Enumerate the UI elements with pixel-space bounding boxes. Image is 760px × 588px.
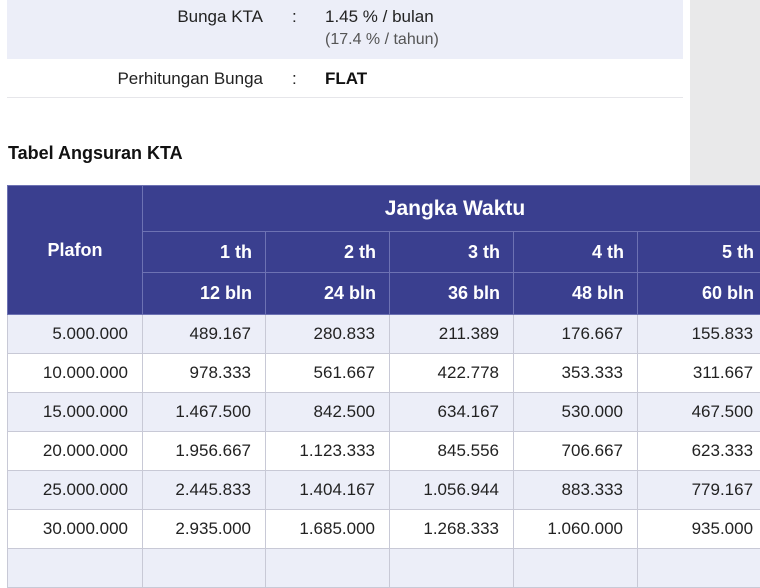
month-header: 48 bln	[514, 273, 638, 315]
installment-cell: 935.000	[638, 510, 760, 549]
loan-info: Bunga KTA : 1.45 % / bulan (17.4 % / tah…	[7, 0, 683, 98]
installment-cell: 176.667	[514, 315, 638, 354]
installment-cell: 211.389	[390, 315, 514, 354]
plafon-cell: 5.000.000	[8, 315, 143, 354]
plafon-cell: 15.000.000	[8, 393, 143, 432]
table-row: 10.000.000 978.333 561.667 422.778 353.3…	[8, 354, 760, 393]
installment-cell: 845.556	[390, 432, 514, 471]
interest-rate-monthly: 1.45 % / bulan	[325, 7, 434, 26]
installment-cell: 842.500	[266, 393, 390, 432]
table-row: 25.000.000 2.445.833 1.404.167 1.056.944…	[8, 471, 760, 510]
year-header: 1 th	[143, 232, 266, 273]
installment-cell: 561.667	[266, 354, 390, 393]
installment-cell: 422.778	[390, 354, 514, 393]
installment-cell: 1.956.667	[143, 432, 266, 471]
installment-cell: 280.833	[266, 315, 390, 354]
section-title: Tabel Angsuran KTA	[8, 143, 183, 164]
installment-cell: 155.833	[638, 315, 760, 354]
installment-table: Plafon Jangka Waktu 1 th 2 th 3 th 4 th …	[7, 185, 760, 588]
installment-cell: 623.333	[638, 432, 760, 471]
separator-colon: :	[292, 69, 297, 89]
table-row	[8, 549, 760, 588]
installment-cell: 978.333	[143, 354, 266, 393]
interest-method-value: FLAT	[325, 69, 367, 89]
installment-cell: 1.685.000	[266, 510, 390, 549]
installment-cell: 530.000	[514, 393, 638, 432]
installment-cell: 311.667	[638, 354, 760, 393]
installment-cell	[266, 549, 390, 588]
plafon-cell: 20.000.000	[8, 432, 143, 471]
installment-cell	[143, 549, 266, 588]
installment-cell: 353.333	[514, 354, 638, 393]
month-header: 12 bln	[143, 273, 266, 315]
installment-cell: 467.500	[638, 393, 760, 432]
installment-cell: 883.333	[514, 471, 638, 510]
installment-cell: 706.667	[514, 432, 638, 471]
installment-cell: 779.167	[638, 471, 760, 510]
interest-rate-yearly: (17.4 % / tahun)	[325, 31, 439, 49]
plafon-cell: 10.000.000	[8, 354, 143, 393]
year-header: 3 th	[390, 232, 514, 273]
installment-cell: 1.056.944	[390, 471, 514, 510]
installment-cell	[514, 549, 638, 588]
year-header: 4 th	[514, 232, 638, 273]
jangka-waktu-header: Jangka Waktu	[143, 186, 760, 232]
installment-cell: 634.167	[390, 393, 514, 432]
year-header: 2 th	[266, 232, 390, 273]
month-header: 36 bln	[390, 273, 514, 315]
plafon-cell: 25.000.000	[8, 471, 143, 510]
installment-cell: 1.467.500	[143, 393, 266, 432]
interest-method-row: Perhitungan Bunga : FLAT	[7, 59, 683, 98]
interest-method-label: Perhitungan Bunga	[117, 69, 263, 89]
installment-cell: 1.123.333	[266, 432, 390, 471]
installment-cell: 1.404.167	[266, 471, 390, 510]
plafon-cell: 30.000.000	[8, 510, 143, 549]
installment-cell	[390, 549, 514, 588]
month-header: 24 bln	[266, 273, 390, 315]
interest-rate-label: Bunga KTA	[177, 7, 263, 27]
interest-rate-row: Bunga KTA : 1.45 % / bulan (17.4 % / tah…	[7, 0, 683, 59]
separator-colon: :	[292, 7, 297, 27]
table-row: 20.000.000 1.956.667 1.123.333 845.556 7…	[8, 432, 760, 471]
installment-cell	[638, 549, 760, 588]
installment-cell: 489.167	[143, 315, 266, 354]
plafon-header: Plafon	[8, 186, 143, 315]
table-row: 30.000.000 2.935.000 1.685.000 1.268.333…	[8, 510, 760, 549]
installment-cell: 2.445.833	[143, 471, 266, 510]
installment-cell: 1.060.000	[514, 510, 638, 549]
table-row: 15.000.000 1.467.500 842.500 634.167 530…	[8, 393, 760, 432]
plafon-cell	[8, 549, 143, 588]
installment-cell: 1.268.333	[390, 510, 514, 549]
interest-rate-value: 1.45 % / bulan (17.4 % / tahun)	[325, 7, 439, 49]
table-row: 5.000.000 489.167 280.833 211.389 176.66…	[8, 315, 760, 354]
year-header: 5 th	[638, 232, 760, 273]
month-header: 60 bln	[638, 273, 760, 315]
installment-cell: 2.935.000	[143, 510, 266, 549]
